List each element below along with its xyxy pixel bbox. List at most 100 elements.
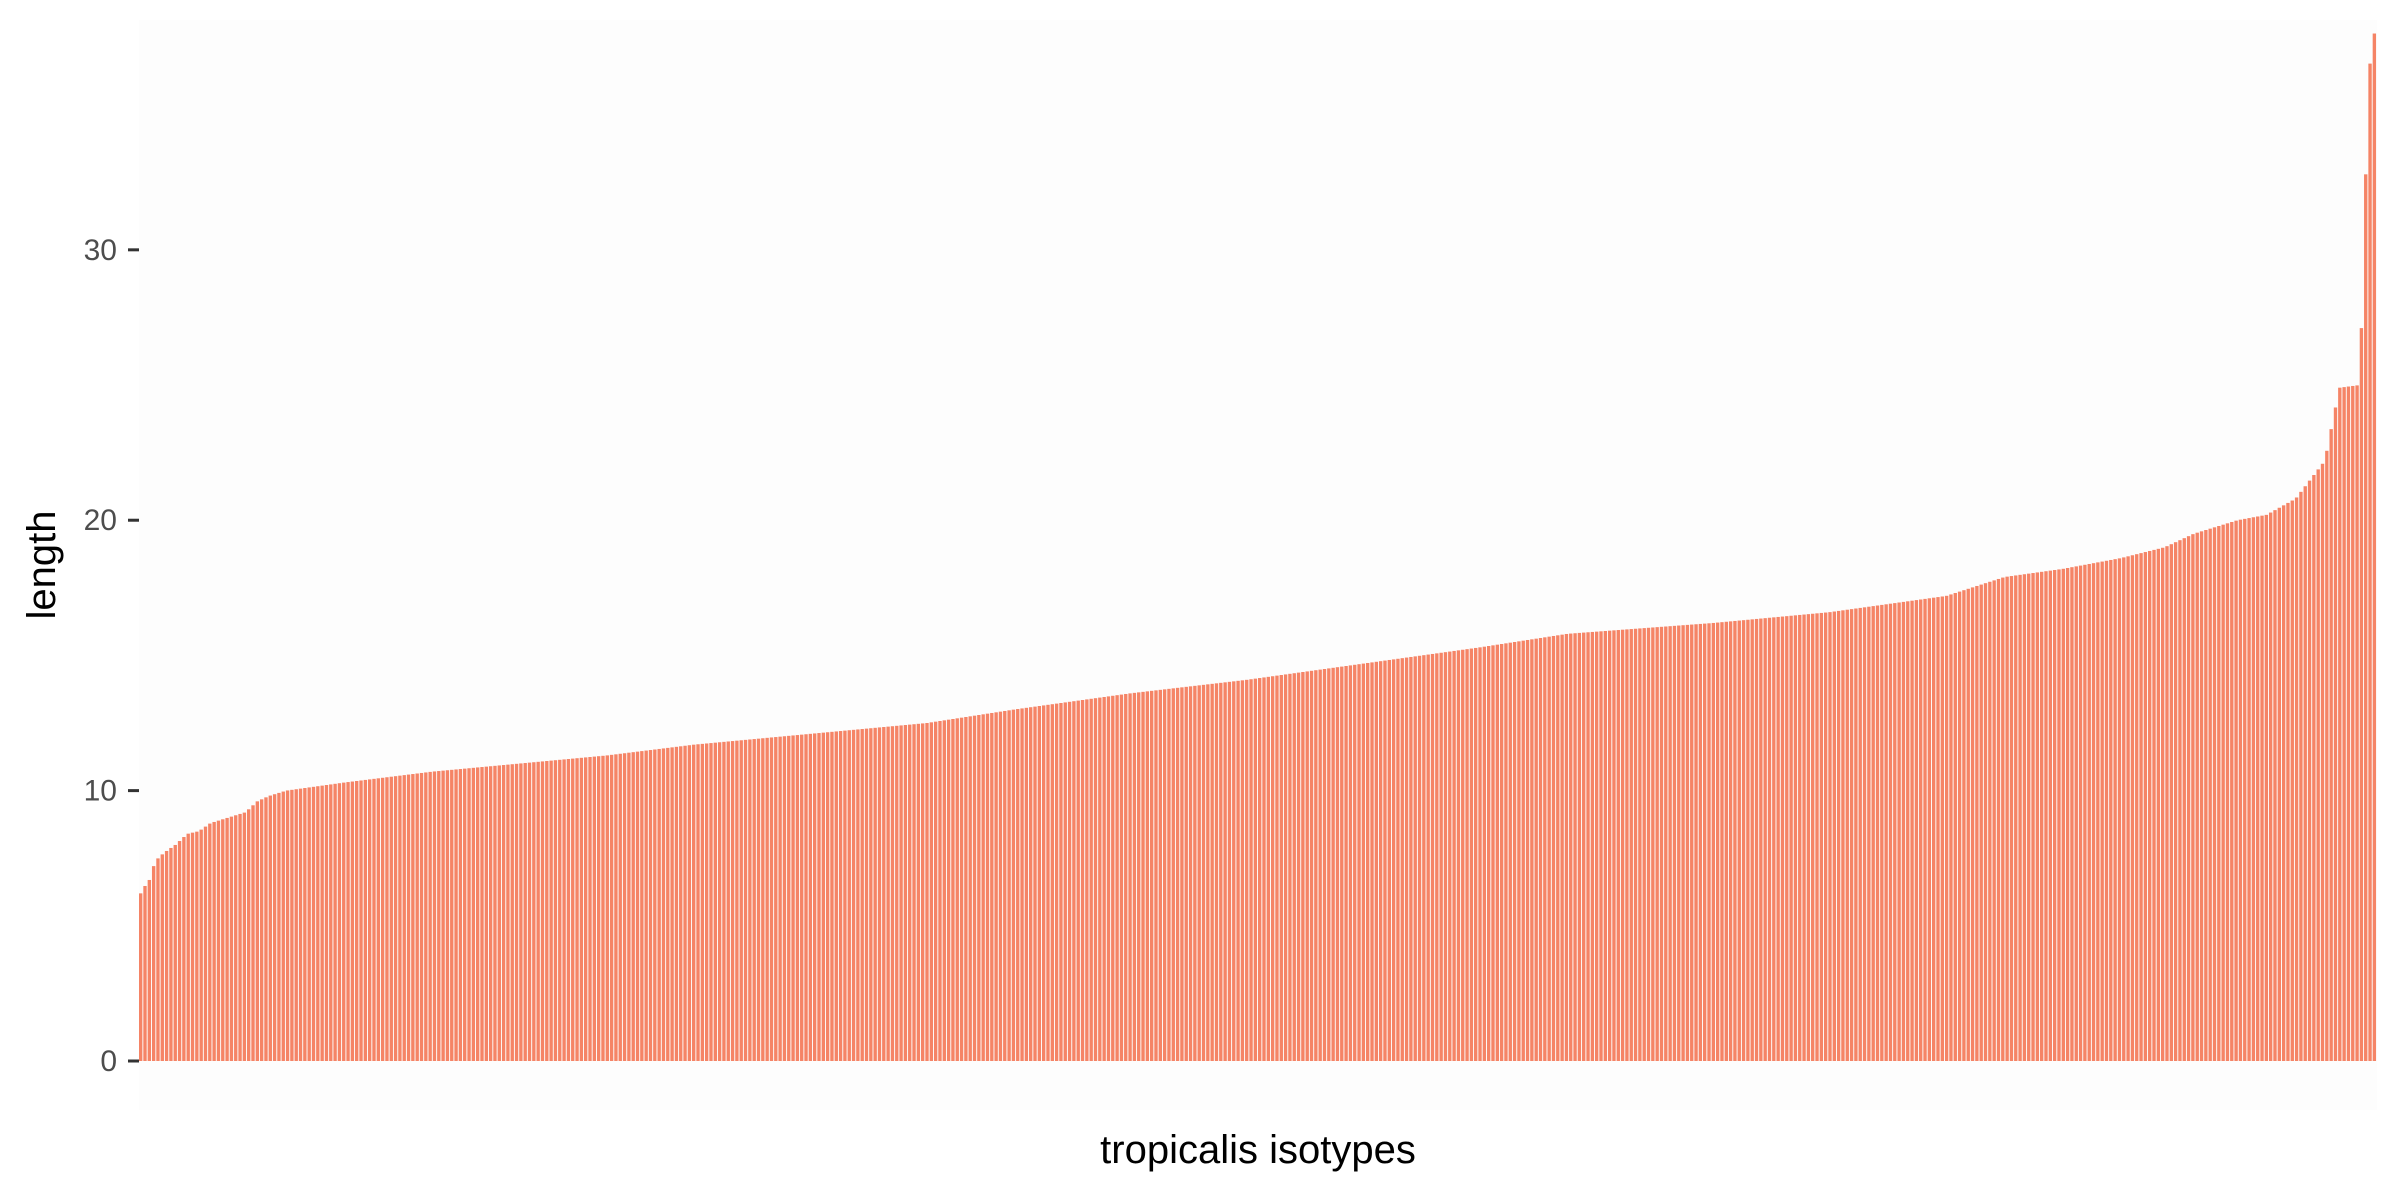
- bar: [1750, 619, 1754, 1061]
- y-tick-label: 30: [84, 234, 117, 267]
- bar: [1102, 696, 1106, 1061]
- bar: [713, 742, 717, 1061]
- bar: [1949, 594, 1953, 1061]
- bar: [1638, 628, 1642, 1061]
- bar: [1093, 698, 1098, 1061]
- bar: [1240, 680, 1245, 1061]
- bar: [873, 727, 877, 1061]
- bar: [2195, 532, 2199, 1061]
- bar: [558, 759, 562, 1061]
- bar: [2329, 429, 2333, 1061]
- bar: [329, 784, 333, 1061]
- bar: [221, 819, 225, 1061]
- bar: [385, 777, 389, 1061]
- bar: [294, 789, 298, 1061]
- bar: [1029, 707, 1033, 1061]
- bar: [1936, 597, 1940, 1061]
- bar: [834, 731, 838, 1061]
- bar: [1586, 632, 1590, 1061]
- bar: [1823, 612, 1828, 1061]
- bar: [2143, 552, 2148, 1061]
- bar: [160, 854, 164, 1061]
- bar: [2152, 549, 2156, 1061]
- bar: [1400, 658, 1404, 1061]
- bar: [787, 735, 791, 1061]
- bar: [1564, 633, 1569, 1061]
- bar: [1180, 687, 1184, 1061]
- bar: [2182, 538, 2186, 1061]
- bar: [2303, 486, 2307, 1061]
- bar: [268, 795, 272, 1061]
- bar: [190, 832, 195, 1061]
- bar: [2325, 450, 2329, 1061]
- bar: [2122, 557, 2126, 1061]
- bar: [1530, 639, 1534, 1061]
- bar: [2204, 530, 2208, 1061]
- bar: [1245, 679, 1249, 1061]
- bar: [946, 719, 951, 1061]
- bar: [2320, 463, 2325, 1061]
- bar: [1486, 646, 1491, 1061]
- bar: [147, 879, 152, 1061]
- bar: [1417, 655, 1422, 1061]
- bar: [1141, 691, 1145, 1061]
- bar: [424, 772, 428, 1061]
- bar: [575, 758, 579, 1061]
- bar: [2208, 528, 2212, 1061]
- bar: [1728, 621, 1733, 1061]
- bar: [856, 729, 860, 1061]
- bar: [2299, 491, 2303, 1062]
- bar: [1024, 707, 1029, 1061]
- bar: [259, 799, 264, 1061]
- bar: [519, 763, 523, 1061]
- bar: [1603, 630, 1608, 1061]
- bar: [1374, 661, 1379, 1061]
- bar: [929, 722, 934, 1061]
- bar: [1439, 652, 1443, 1061]
- bar: [726, 741, 730, 1061]
- bar: [376, 778, 380, 1061]
- bar: [2096, 562, 2100, 1061]
- bar: [1292, 673, 1296, 1061]
- bar: [1875, 605, 1880, 1061]
- bar: [493, 765, 497, 1061]
- bar: [355, 780, 359, 1061]
- bar: [895, 725, 899, 1061]
- bar: [536, 761, 540, 1061]
- bar: [800, 734, 804, 1061]
- y-axis-title: length: [20, 511, 64, 620]
- bar: [1465, 649, 1469, 1061]
- bar: [1940, 596, 1944, 1061]
- bar: [584, 757, 588, 1061]
- bar: [2117, 558, 2122, 1061]
- bar: [2346, 386, 2351, 1061]
- bar: [1832, 611, 1836, 1061]
- bar: [437, 771, 441, 1061]
- bar: [2040, 571, 2044, 1061]
- bar: [1059, 703, 1063, 1061]
- bar: [1802, 614, 1806, 1061]
- bar: [579, 757, 584, 1061]
- bar: [2109, 559, 2113, 1061]
- bar: [441, 770, 445, 1061]
- bar: [899, 725, 903, 1061]
- bar: [484, 766, 489, 1061]
- bar: [212, 821, 216, 1061]
- bar: [2364, 174, 2368, 1061]
- bar: [393, 776, 398, 1061]
- bar: [1556, 635, 1560, 1061]
- bar: [454, 769, 458, 1061]
- bar: [761, 738, 765, 1061]
- bar: [2001, 577, 2005, 1061]
- bar: [1543, 637, 1547, 1061]
- bar: [886, 726, 890, 1061]
- bar: [1426, 654, 1430, 1061]
- bar: [199, 829, 203, 1061]
- bar: [955, 718, 959, 1061]
- bar: [756, 738, 761, 1061]
- bar: [2014, 575, 2018, 1061]
- bar: [778, 736, 782, 1061]
- bar: [1050, 704, 1054, 1061]
- bar: [812, 733, 817, 1061]
- bar: [2135, 554, 2139, 1061]
